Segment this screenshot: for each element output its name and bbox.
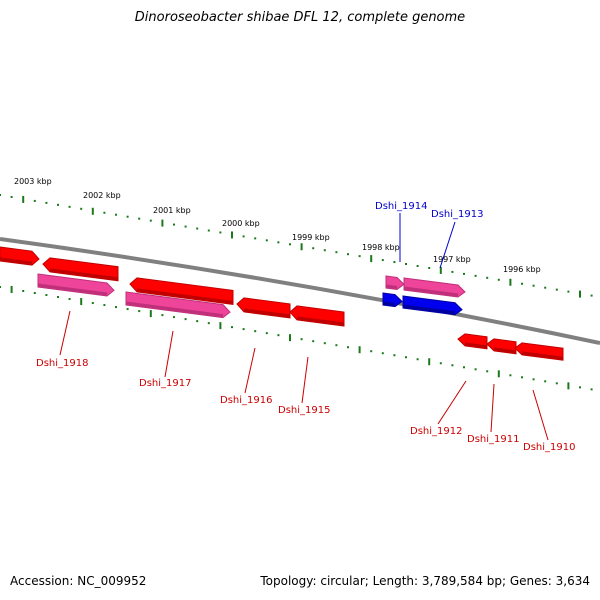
scale-label: 2000 kbp — [222, 219, 260, 228]
scale-label: 2001 kbp — [153, 206, 191, 215]
leader-line — [532, 389, 549, 441]
leader-line — [439, 221, 456, 269]
leader-line — [490, 383, 495, 433]
gene-label: Dshi_1915 — [278, 405, 330, 416]
leader-line — [164, 330, 174, 378]
gene-arrow-dshi-1919 — [0, 246, 40, 266]
gene-arrow-dshi-1916 — [236, 297, 291, 319]
gene-label: Dshi_1911 — [467, 434, 519, 445]
accession-label: Accession: NC_009952 — [10, 574, 147, 588]
map-title: Dinoroseobacter shibae DFL 12, complete … — [134, 10, 466, 25]
gene-label: Dshi_1917 — [139, 378, 191, 389]
genome-backbone — [0, 237, 600, 345]
gene-arrow-dshi-1914-pink — [385, 275, 405, 290]
gene-arrow-dshi-1915 — [289, 305, 345, 327]
gene-arrow-dshi-1913-pink — [403, 277, 466, 298]
gene-labels: Dshi_1918 Dshi_1917 Dshi_1916 Dshi_1915 Dshi… — [36, 201, 575, 453]
gene-arrow-dshi-1910 — [514, 342, 564, 361]
gene-arrow-dshi-1911 — [486, 338, 517, 355]
scale-label: 2002 kbp — [83, 191, 121, 200]
gene-arrow-dshi-1917-partner — [129, 277, 234, 305]
gene-label: Dshi_1918 — [36, 358, 88, 369]
genome-summary: Topology: circular; Length: 3,789,584 bp… — [260, 574, 590, 588]
leader-line — [301, 356, 309, 404]
gene-arrow-dshi-1918 — [37, 273, 115, 297]
scale-label: 1998 kbp — [362, 243, 400, 252]
outer-tick-track — [0, 194, 593, 298]
leader-line — [59, 310, 71, 356]
scale-label: 1996 kbp — [503, 265, 541, 274]
inner-tick-track — [0, 286, 593, 391]
gene-features — [0, 246, 564, 361]
gene-label: Dshi_1912 — [410, 426, 462, 437]
gene-arrow-dshi-1913 — [402, 295, 463, 316]
gene-arrow-dshi-1914 — [382, 292, 403, 308]
scale-labels: 2003 kbp 2002 kbp 2001 kbp 2000 kbp 1999 kbp… — [14, 177, 541, 274]
gene-arrow-dshi-1918-partner — [42, 257, 119, 282]
gene-arrow-dshi-1917 — [125, 291, 231, 319]
gene-label: Dshi_1914 — [375, 201, 427, 212]
scale-label: 1997 kbp — [433, 255, 471, 264]
leader-line — [437, 380, 467, 425]
gene-label: Dshi_1910 — [523, 442, 575, 453]
gene-arrow-dshi-1912 — [457, 333, 488, 350]
scale-label: 1999 kbp — [292, 233, 330, 242]
gene-label: Dshi_1913 — [431, 209, 483, 220]
scale-label: 2003 kbp — [14, 177, 52, 186]
label-leader-lines — [59, 213, 549, 441]
leader-line — [244, 347, 256, 394]
gene-label: Dshi_1916 — [220, 395, 272, 406]
